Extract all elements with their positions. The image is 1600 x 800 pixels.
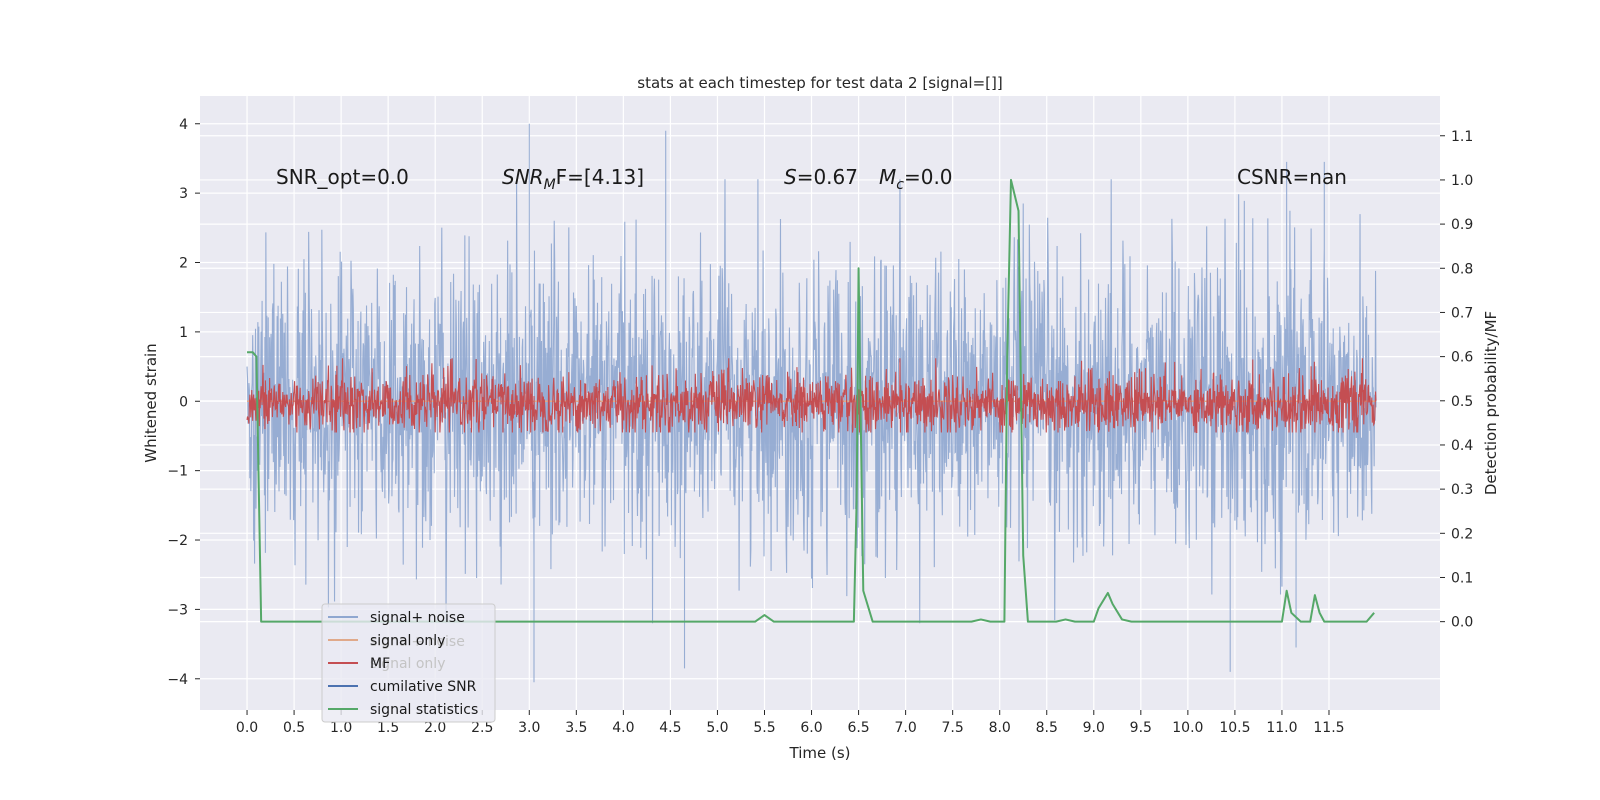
x-tick-label: 1.5 — [377, 720, 399, 736]
y-tick-label: 2 — [179, 256, 188, 272]
annotation-mc: Mc=0.0 — [879, 165, 953, 193]
x-tick-label: 7.5 — [942, 720, 964, 736]
annotation-snr-mf-sub: M — [544, 177, 556, 193]
annotation-s: S=0.67 — [784, 165, 858, 189]
legend-label-4: signal statistics — [370, 702, 478, 718]
x-tick-label: 0.0 — [236, 720, 258, 736]
x-tick-label: 8.5 — [1036, 720, 1058, 736]
y2-axis-title: Detection probability/MF — [1482, 311, 1500, 495]
y2-tick-label: 0.6 — [1451, 350, 1473, 366]
x-tick-label: 4.5 — [659, 720, 681, 736]
annotation-s-value: =0.67 — [797, 165, 858, 189]
y2-tick-label: 0.9 — [1451, 217, 1473, 233]
annotation-snr-mf-rest: F=[4.13] — [556, 165, 644, 189]
x-tick-label: 2.0 — [424, 720, 446, 736]
x-axis-title: Time (s) — [789, 744, 851, 762]
x-tick-label: 5.0 — [706, 720, 728, 736]
y2-tick-label: 0.5 — [1451, 394, 1473, 410]
ticks: 0.0 0.5 1.0 1.5 2.0 2.5 3.0 3.5 4.0 4.5 5.0 5.5 6.0 6… — [167, 117, 1473, 736]
series-layer — [246, 123, 1377, 683]
y2-tick-label: 0.3 — [1451, 482, 1473, 498]
y2-tick-label: 0.7 — [1451, 305, 1473, 321]
y-tick-label: −4 — [167, 672, 188, 688]
y2-tick-label: 0.0 — [1451, 615, 1473, 631]
y2-tick-label: 1.0 — [1451, 173, 1473, 189]
legend-label-3: cumilative SNR — [370, 679, 477, 695]
y-tick-label: −3 — [167, 602, 188, 618]
annotation-csnr: CSNR=nan — [1237, 165, 1347, 189]
y-axis-title: Whitened strain — [142, 343, 160, 462]
x-tick-label: 9.5 — [1130, 720, 1152, 736]
legend: signal+ noise signal only signal+ noise … — [321, 603, 496, 723]
x-tick-label: 10.5 — [1219, 720, 1250, 736]
series-signal-noise — [246, 123, 1377, 683]
y-tick-label: 1 — [179, 325, 188, 341]
annotation-mc-symbol: M — [879, 165, 896, 189]
legend-label-2: MF — [370, 656, 390, 672]
x-tick-label: 11.5 — [1313, 720, 1344, 736]
x-tick-label: 11.0 — [1266, 720, 1297, 736]
x-tick-label: 1.0 — [330, 720, 352, 736]
legend-frame — [321, 603, 496, 723]
x-tick-label: 8.0 — [989, 720, 1011, 736]
annotation-snr-mf-main: SNR — [502, 165, 544, 189]
x-tick-label: 5.5 — [753, 720, 775, 736]
x-tick-label: 6.5 — [847, 720, 869, 736]
legend-label-0: signal+ noise — [370, 610, 465, 626]
y2-tick-label: 0.1 — [1451, 570, 1473, 586]
annotation-snr-opt: SNR_opt=0.0 — [276, 165, 409, 189]
chart-title: stats at each timestep for test data 2 [… — [637, 74, 1002, 92]
series-signal-statistics — [247, 178, 1375, 623]
x-tick-label: 2.5 — [471, 720, 493, 736]
y-tick-label: −1 — [167, 464, 188, 480]
y-tick-label: 4 — [179, 117, 188, 133]
annotation-mc-sub: c — [896, 177, 904, 193]
legend-ghost-2: signal only — [370, 656, 445, 672]
x-tick-label: 9.0 — [1083, 720, 1105, 736]
x-tick-label: 6.0 — [800, 720, 822, 736]
x-tick-label: 4.0 — [612, 720, 634, 736]
y2-tick-label: 0.8 — [1451, 261, 1473, 277]
y2-tick-label: 0.2 — [1451, 526, 1473, 542]
annotation-snr-mf: SNRMF=[4.13] — [502, 165, 644, 193]
legend-label-1: signal only — [370, 633, 445, 649]
x-tick-label: 3.5 — [565, 720, 587, 736]
y-tick-label: 3 — [179, 186, 188, 202]
x-tick-label: 3.0 — [518, 720, 540, 736]
legend-ghost-1: signal+ noise — [370, 634, 465, 650]
y-tick-label: 0 — [179, 394, 188, 410]
y2-tick-label: 0.4 — [1451, 438, 1473, 454]
series-mf — [246, 358, 1377, 434]
x-tick-label: 0.5 — [283, 720, 305, 736]
y2-tick-label: 1.1 — [1451, 129, 1473, 145]
annotation-s-symbol: S — [784, 165, 797, 189]
x-tick-label: 10.0 — [1172, 720, 1203, 736]
annotation-mc-value: =0.0 — [904, 165, 953, 189]
x-tick-label: 7.0 — [894, 720, 916, 736]
y-tick-label: −2 — [167, 533, 188, 549]
